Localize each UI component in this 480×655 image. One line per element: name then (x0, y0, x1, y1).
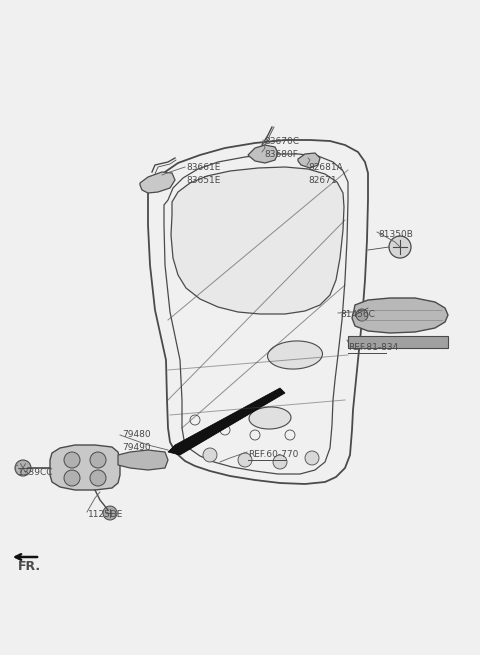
Polygon shape (348, 336, 448, 348)
Polygon shape (248, 145, 278, 163)
Ellipse shape (267, 341, 323, 369)
Text: 79480: 79480 (122, 430, 151, 439)
Circle shape (203, 448, 217, 462)
Polygon shape (298, 153, 320, 168)
Polygon shape (352, 298, 448, 333)
Circle shape (356, 309, 368, 321)
Text: 83651E: 83651E (186, 176, 220, 185)
Circle shape (90, 470, 106, 486)
Circle shape (64, 470, 80, 486)
Circle shape (15, 460, 31, 476)
Circle shape (273, 455, 287, 469)
Polygon shape (118, 450, 168, 470)
Text: REF.81-834: REF.81-834 (348, 343, 398, 352)
Text: 83670C: 83670C (264, 137, 299, 146)
Polygon shape (140, 172, 175, 193)
Circle shape (90, 452, 106, 468)
Circle shape (64, 452, 80, 468)
Text: 81350B: 81350B (378, 230, 413, 239)
Text: REF.60-770: REF.60-770 (248, 450, 299, 459)
Polygon shape (171, 167, 344, 314)
Circle shape (238, 453, 252, 467)
Ellipse shape (249, 407, 291, 429)
Text: 1339CC: 1339CC (18, 468, 53, 477)
Circle shape (305, 451, 319, 465)
Text: 81456C: 81456C (340, 310, 375, 319)
Text: 79490: 79490 (122, 443, 151, 452)
Circle shape (103, 506, 117, 520)
Text: FR.: FR. (18, 560, 41, 573)
Circle shape (389, 236, 411, 258)
Polygon shape (168, 388, 285, 455)
Text: 82671: 82671 (308, 176, 336, 185)
Text: 1125DE: 1125DE (88, 510, 123, 519)
Polygon shape (50, 445, 120, 490)
Text: 83680F: 83680F (264, 150, 298, 159)
Text: 83661E: 83661E (186, 163, 220, 172)
Text: 82681A: 82681A (308, 163, 343, 172)
